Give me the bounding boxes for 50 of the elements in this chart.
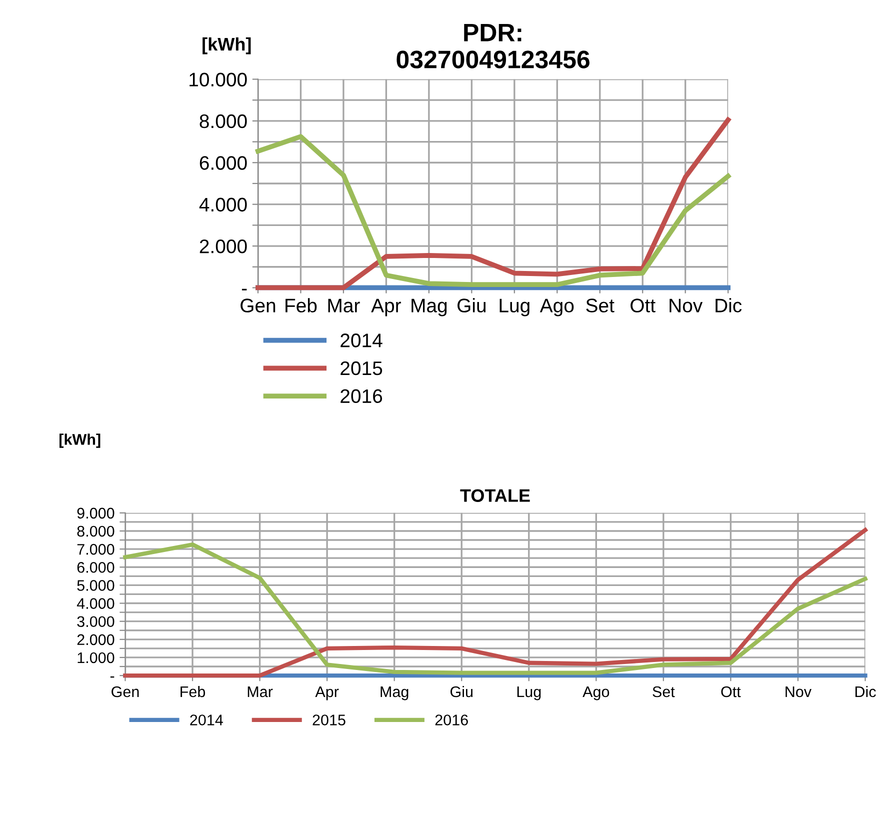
x-tick-label: Apr [371, 298, 402, 316]
y-tick-label: 1.000 [78, 652, 114, 664]
x-tick-label: Nov [786, 686, 812, 698]
x-tick-label: Dic [716, 298, 742, 312]
y-tick-label: - [242, 288, 247, 290]
x-tick-label: Set [652, 686, 675, 698]
x-tick-label: Lug [517, 686, 541, 700]
y-tick-label: 10.000 [190, 72, 247, 86]
legend-label: 2014 [190, 714, 223, 726]
x-tick-label: Gen [112, 686, 139, 698]
legend-label: 2016 [340, 389, 382, 404]
x-tick-label: Mar [248, 686, 273, 698]
y-tick-label: 2.000 [77, 634, 114, 646]
x-tick-label: Giu [458, 298, 486, 312]
x-tick-label: Mag [380, 686, 408, 700]
y-axis-title: [kWh] [202, 37, 251, 54]
x-tick-label: Lug [500, 298, 530, 316]
x-tick-label: Apr [315, 686, 339, 700]
legend-label: 2015 [340, 361, 382, 376]
x-tick-label: Nov [670, 298, 703, 312]
y-tick-label: 3.000 [77, 616, 114, 628]
y-tick-label: 8.000 [200, 114, 247, 128]
y-tick-label: 2.000 [200, 240, 247, 254]
y-axis-title: [kWh] [60, 434, 100, 448]
legend-label: 2016 [435, 714, 468, 726]
x-tick-label: Ott [721, 686, 741, 698]
x-tick-label: Feb [286, 298, 317, 312]
x-tick-label: Ago [582, 686, 610, 700]
y-tick-label: 5.000 [77, 580, 114, 591]
y-tick-label: 8.000 [77, 526, 114, 537]
y-tick-label: 6.000 [200, 156, 247, 170]
chart-title: TOTALE [460, 489, 530, 502]
y-tick-label: 4.000 [76, 598, 114, 609]
y-tick-label: 6.000 [77, 562, 114, 573]
x-tick-label: Feb [180, 686, 206, 698]
y-tick-label: 7.000 [77, 544, 114, 555]
legend-label: 2014 [340, 334, 382, 348]
x-tick-label: Set [586, 298, 614, 312]
x-tick-label: Ago [540, 298, 574, 316]
x-tick-label: Ott [630, 298, 656, 312]
x-tick-label: Giu [450, 686, 472, 698]
x-tick-label: Mar [328, 298, 360, 312]
x-tick-label: Dic [855, 686, 876, 698]
x-tick-label: Gen [240, 298, 276, 312]
y-tick-label: 9.000 [77, 508, 114, 519]
chart-title: PDR: 03270049123456 [396, 24, 590, 68]
y-tick-label: 4.000 [199, 198, 247, 212]
y-tick-label: - [110, 676, 114, 678]
legend-label: 2015 [312, 714, 346, 726]
x-tick-label: Mag [412, 298, 447, 316]
